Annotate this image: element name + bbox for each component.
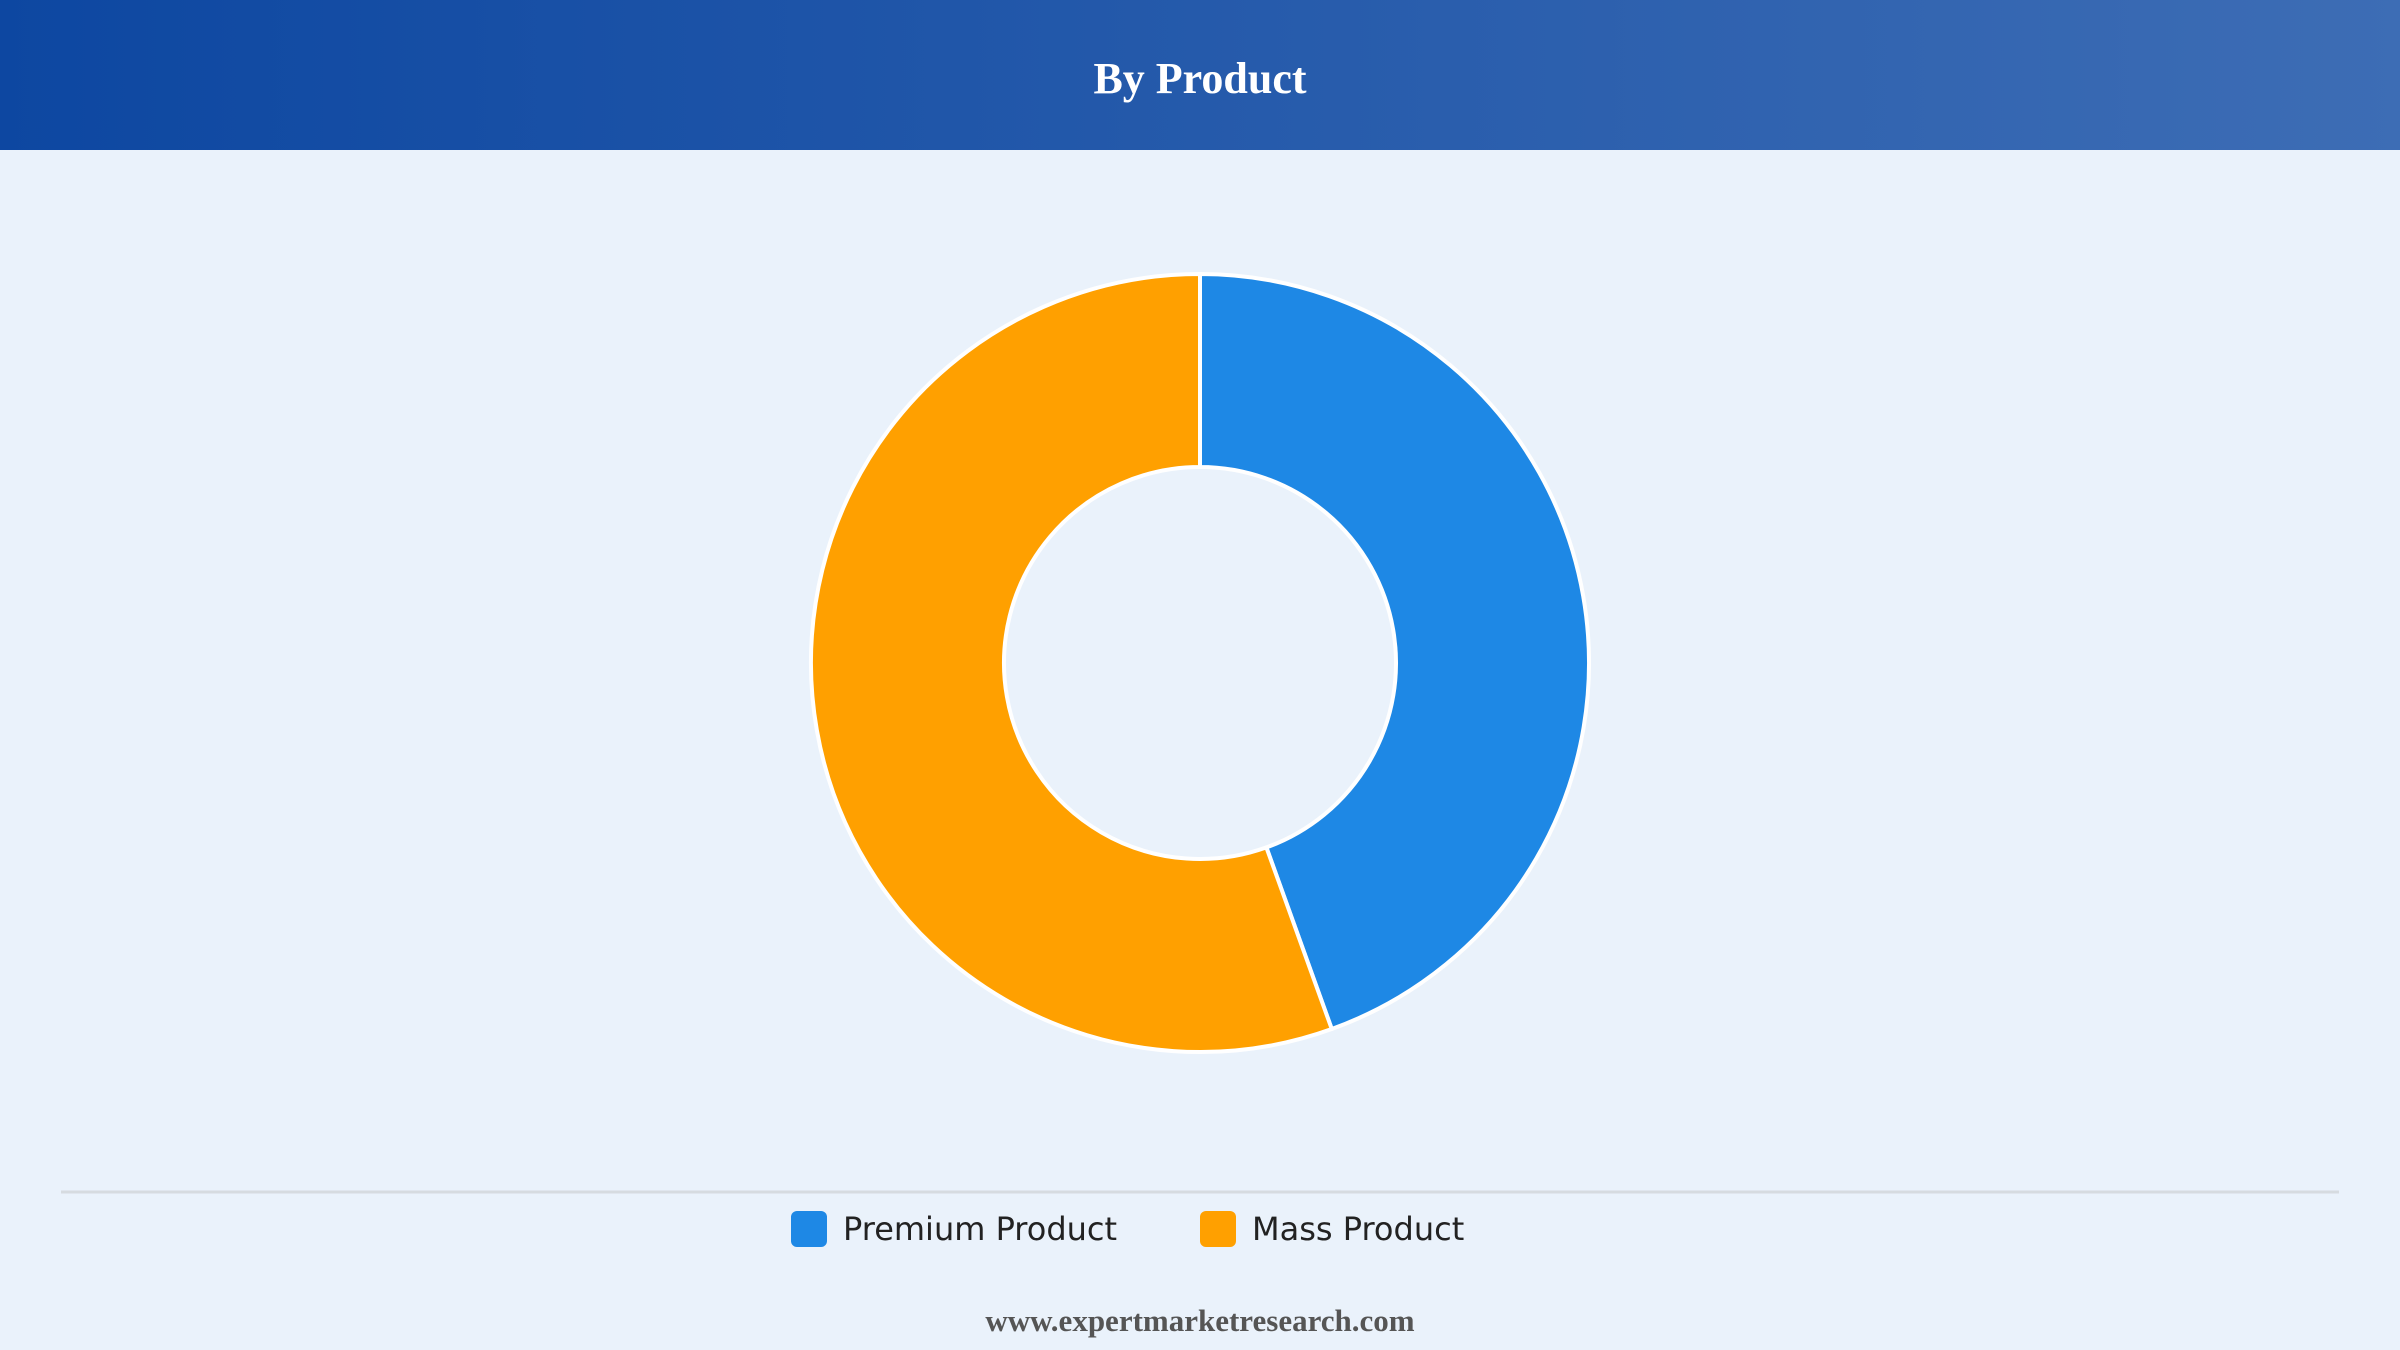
donut-slice [809,272,1334,1054]
legend-label: Premium Product [843,1210,1117,1248]
legend-swatch [791,1211,827,1247]
legend-swatch [1200,1211,1236,1247]
legend: Premium Product Mass Product [791,1210,1464,1248]
legend-label: Mass Product [1252,1210,1464,1248]
chart-title: By Product [1093,54,1306,103]
footer-url: www.expertmarketresearch.com [985,1303,1414,1338]
header-bar [0,0,2400,150]
donut-slice [1198,272,1591,1031]
donut [809,272,1591,1054]
